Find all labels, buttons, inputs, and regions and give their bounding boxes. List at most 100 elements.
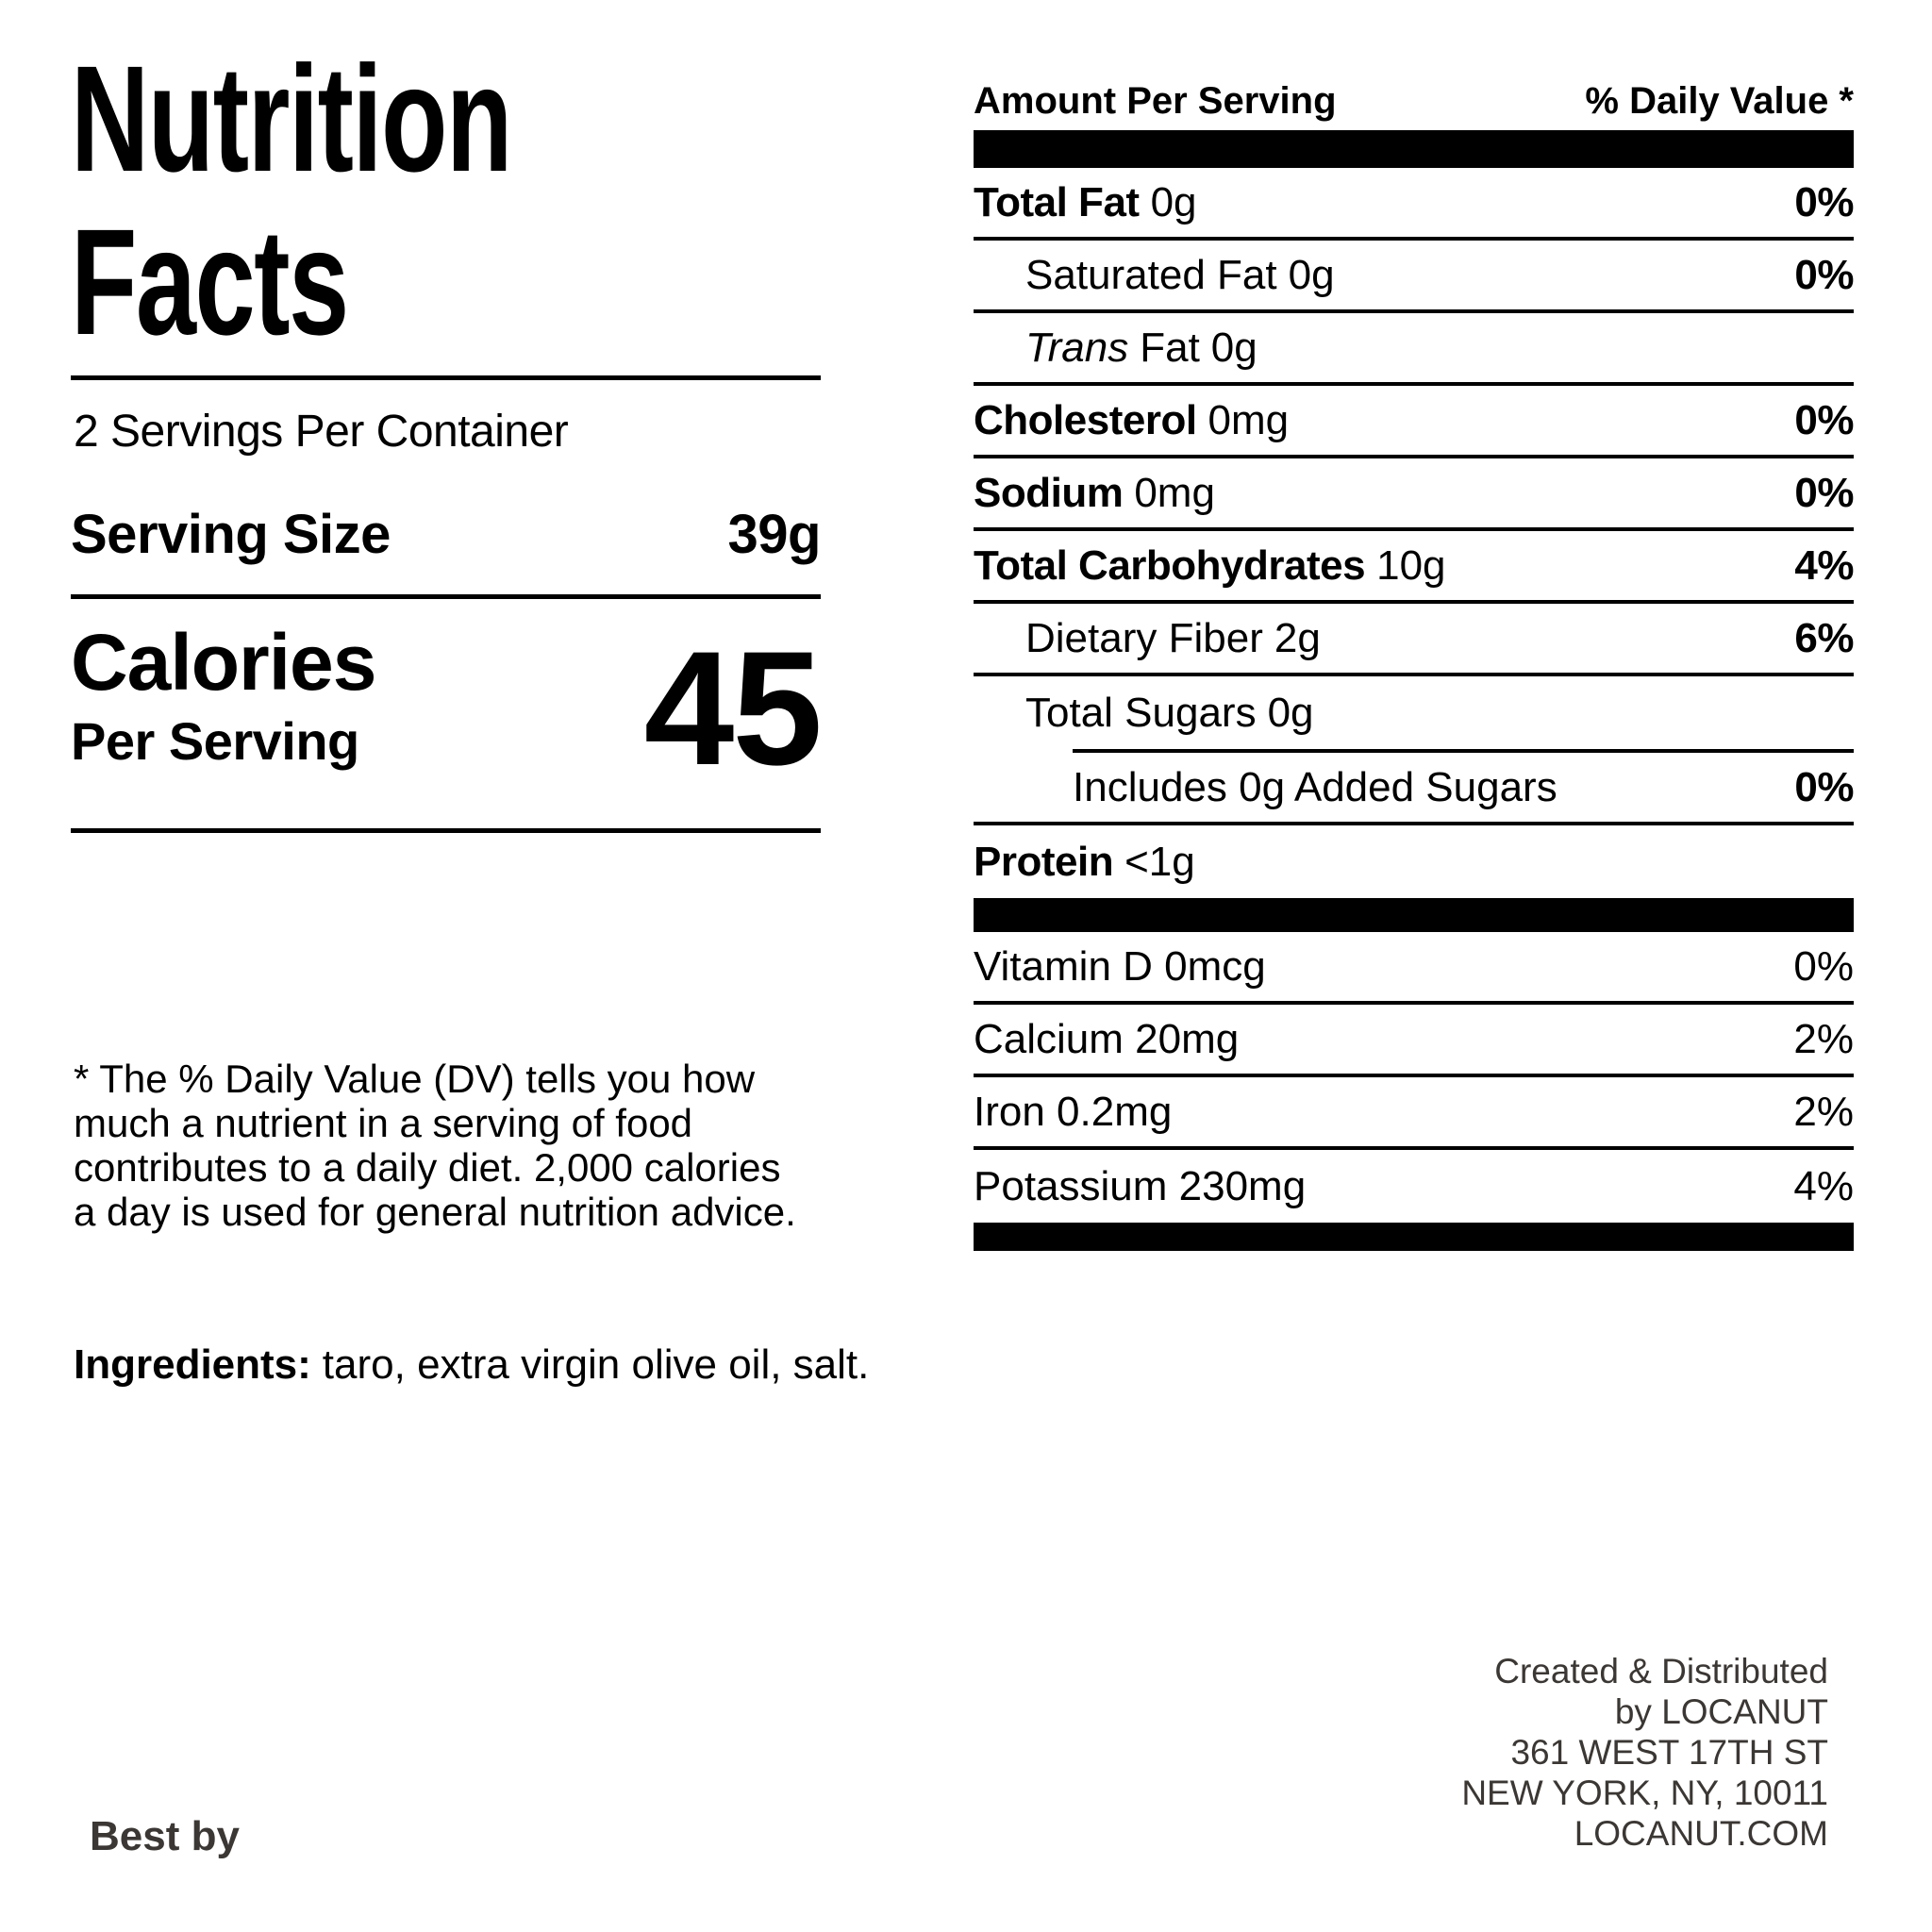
- nutrient-name: Includes 0g Added Sugars: [974, 764, 1569, 811]
- nutrient-label-italic: Trans: [1025, 324, 1129, 371]
- calories-value: 45: [643, 618, 823, 799]
- table-header: Amount Per Serving % Daily Value *: [974, 47, 1854, 130]
- nutrient-label: Total Fat: [974, 178, 1140, 225]
- nutrient-amount: 0g: [1150, 178, 1197, 225]
- nutrient-name: Dietary Fiber 2g: [974, 615, 1321, 662]
- header-amount-per-serving: Amount Per Serving: [974, 80, 1337, 122]
- nutrient-name: Sodium 0mg: [974, 470, 1215, 517]
- nutrient-label: Total Carbohydrates: [974, 541, 1366, 589]
- table-row-added-sugars: Includes 0g Added Sugars 0%: [974, 753, 1854, 825]
- nutrient-name: Potassium 230mg: [974, 1163, 1306, 1210]
- nutrient-dv: 2%: [1793, 1088, 1854, 1135]
- nutrient-label: Fat: [1140, 324, 1200, 371]
- nutrient-dv: 0%: [1794, 763, 1854, 810]
- divider: [71, 375, 821, 380]
- nutrient-dv: 6%: [1794, 614, 1854, 661]
- serving-size-label: Serving Size: [71, 504, 391, 565]
- nutrient-name: Total Sugars 0g: [974, 690, 1314, 737]
- table-row-vitamin-d: Vitamin D 0mcg 0%: [974, 932, 1854, 1005]
- nutrient-label: Sodium: [974, 469, 1124, 516]
- calories-sublabel: Per Serving: [71, 711, 359, 771]
- table-row-cholesterol: Cholesterol 0mg 0%: [974, 386, 1854, 458]
- table-row-potassium: Potassium 230mg 4%: [974, 1150, 1854, 1223]
- nutrient-label: Saturated Fat: [1025, 251, 1277, 298]
- divider: [71, 828, 821, 833]
- nutrient-name: Protein <1g: [974, 839, 1195, 886]
- address-line: NEW YORK, NY, 10011: [1461, 1774, 1828, 1812]
- nutrient-name: Iron 0.2mg: [974, 1089, 1172, 1136]
- title-line-1: Nutrition: [71, 34, 512, 203]
- table-row-protein: Protein <1g: [974, 825, 1854, 898]
- calories-block: Calories Per Serving 45: [71, 618, 823, 799]
- calories-label-stack: Calories Per Serving: [71, 623, 376, 768]
- nutrient-label: Protein: [974, 838, 1114, 885]
- title-line-2: Facts: [71, 196, 349, 366]
- serving-size-row: Serving Size 39g: [71, 503, 822, 566]
- nutrient-amount: 0mg: [1208, 396, 1290, 443]
- nutrient-label: Potassium 230mg: [974, 1162, 1307, 1209]
- best-by-label: Best by: [90, 1813, 240, 1859]
- servings-per-container: 2 Servings Per Container: [74, 407, 569, 457]
- nutrient-dv: 4%: [1793, 1162, 1854, 1209]
- address-line: LOCANUT.COM: [1574, 1814, 1828, 1853]
- page-title: Nutrition Facts: [71, 34, 512, 366]
- table-row-total-carbohydrates: Total Carbohydrates 10g 4%: [974, 531, 1854, 604]
- nutrient-dv: 2%: [1793, 1015, 1854, 1062]
- nutrient-amount: 0g: [1288, 251, 1335, 298]
- nutrient-name: Calcium 20mg: [974, 1016, 1239, 1063]
- nutrient-name: Cholesterol 0mg: [974, 397, 1289, 444]
- thick-bar: [974, 130, 1854, 168]
- serving-size-value: 39g: [727, 504, 822, 565]
- address-line: by LOCANUT: [1614, 1692, 1828, 1731]
- table-row-total-fat: Total Fat 0g 0%: [974, 168, 1854, 241]
- ingredients-line: Ingredients: taro, extra virgin olive oil…: [74, 1341, 869, 1389]
- nutrient-amount: 0mg: [1134, 469, 1215, 516]
- calories-label: Calories: [71, 618, 376, 707]
- indented-divider: [1073, 749, 1854, 753]
- divider: [71, 594, 821, 599]
- nutrient-amount: 0g: [1210, 324, 1257, 371]
- address-line: Created & Distributed: [1494, 1652, 1828, 1690]
- header-daily-value: % Daily Value *: [1585, 80, 1854, 122]
- nutrient-amount: 2g: [1274, 614, 1321, 661]
- nutrient-label: Vitamin D 0mcg: [974, 942, 1266, 990]
- ingredients-label: Ingredients:: [74, 1341, 311, 1388]
- daily-value-footnote: * The % Daily Value (DV) tells you how m…: [74, 1057, 847, 1234]
- table-row-iron: Iron 0.2mg 2%: [974, 1077, 1854, 1150]
- thick-bar: [974, 898, 1854, 932]
- footnote-line: contributes to a daily diet. 2,000 calor…: [74, 1145, 781, 1190]
- nutrient-dv: 4%: [1794, 541, 1854, 589]
- nutrient-name: Total Carbohydrates 10g: [974, 542, 1446, 590]
- nutrient-dv: 0%: [1794, 396, 1854, 443]
- nutrient-dv: 0%: [1793, 942, 1854, 990]
- nutrient-name: Vitamin D 0mcg: [974, 943, 1266, 991]
- address-line: 361 WEST 17TH ST: [1510, 1733, 1828, 1772]
- table-row-sodium: Sodium 0mg 0%: [974, 458, 1854, 531]
- nutrient-name: Saturated Fat 0g: [974, 252, 1335, 299]
- nutrient-amount: 10g: [1376, 541, 1446, 589]
- nutrient-name: Trans Fat 0g: [974, 325, 1257, 372]
- nutrient-name: Total Fat 0g: [974, 179, 1197, 226]
- table-row-calcium: Calcium 20mg 2%: [974, 1005, 1854, 1077]
- thick-bar: [974, 1223, 1854, 1251]
- nutrition-table: Amount Per Serving % Daily Value * Total…: [974, 47, 1854, 1251]
- table-row-total-sugars: Total Sugars 0g: [974, 676, 1854, 749]
- nutrient-dv: 0%: [1794, 251, 1854, 298]
- table-row-trans-fat: Trans Fat 0g: [974, 313, 1854, 386]
- nutrient-amount: 0g: [1267, 689, 1314, 736]
- table-row-dietary-fiber: Dietary Fiber 2g 6%: [974, 604, 1854, 676]
- footnote-line: * The % Daily Value (DV) tells you how: [74, 1057, 756, 1101]
- footnote-line: a day is used for general nutrition advi…: [74, 1190, 796, 1234]
- nutrient-label: Total Sugars: [1025, 689, 1257, 736]
- nutrient-dv: 0%: [1794, 178, 1854, 225]
- table-row-saturated-fat: Saturated Fat 0g 0%: [974, 241, 1854, 313]
- nutrient-label: Dietary Fiber: [1025, 614, 1263, 661]
- footnote-line: much a nutrient in a serving of food: [74, 1101, 693, 1145]
- nutrient-amount: <1g: [1124, 838, 1195, 885]
- nutrient-label: Cholesterol: [974, 396, 1197, 443]
- nutrient-label: Calcium 20mg: [974, 1015, 1240, 1062]
- nutrient-label: Includes 0g Added Sugars: [1073, 763, 1557, 810]
- ingredients-text: taro, extra virgin olive oil, salt.: [322, 1341, 870, 1388]
- distributor-address: Created & Distributed by LOCANUT 361 WES…: [1461, 1651, 1828, 1854]
